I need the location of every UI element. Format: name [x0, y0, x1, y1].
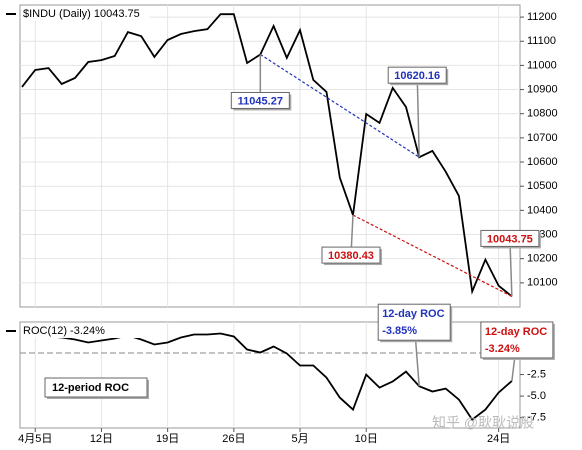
- y-tick-label: 11100: [527, 35, 556, 47]
- chart-title: $INDU (Daily) 10043.75: [23, 8, 140, 20]
- callout-box: [230, 91, 290, 109]
- x-tick-label: 19日: [156, 433, 179, 445]
- x-tick-label: 5月: [291, 433, 308, 445]
- legend-bg: [21, 7, 149, 21]
- y-tick-label: 11000: [527, 59, 557, 71]
- chart-title: ROC(12) -3.24%: [23, 325, 105, 337]
- callout-box: [480, 321, 554, 359]
- y-tick-label: 10400: [527, 204, 558, 216]
- y-tick-label: -2.5: [527, 368, 546, 380]
- x-tick-label: 24日: [487, 433, 510, 445]
- value-label: -3.24%: [485, 343, 520, 355]
- annotation: 12-period ROC: [52, 382, 129, 394]
- y-tick-label: 10100: [527, 277, 558, 289]
- callout-label: 10380.43: [328, 250, 374, 262]
- x-tick-label: 10日: [355, 433, 378, 445]
- callout-box: [387, 66, 447, 84]
- callout-box: [321, 246, 381, 264]
- y-tick-label: 10200: [527, 253, 558, 265]
- value-label: -3.85%: [382, 325, 417, 337]
- x-tick-label: 26日: [222, 433, 245, 445]
- callout-box: [377, 303, 451, 341]
- watermark: 知乎 @耿耿说股: [432, 415, 534, 431]
- callout-label: 11045.27: [238, 95, 283, 107]
- annotation-box: [44, 377, 148, 398]
- y-tick-label: 10700: [527, 132, 558, 144]
- y-tick-label: -5.0: [527, 390, 546, 402]
- y-tick-label: 10900: [527, 83, 558, 95]
- callout-pointer: [416, 75, 420, 158]
- callout-box: [480, 229, 540, 247]
- legend-bg: [21, 324, 149, 338]
- y-tick-label: 10500: [527, 180, 558, 192]
- y-tick-label: 11200: [527, 11, 557, 23]
- x-tick-label: 12日: [90, 433, 113, 445]
- panel-frame: [19, 4, 521, 308]
- callout-label: 10620.16: [394, 70, 440, 82]
- trendline: [259, 53, 420, 158]
- y-tick-label: -7.5: [527, 412, 546, 424]
- callout-label: 10043.75: [487, 233, 533, 245]
- x-tick-label: 4月5日: [18, 433, 52, 445]
- callout-title: 12-day ROC: [485, 326, 547, 338]
- callout-title: 12-day ROC: [382, 308, 444, 320]
- y-tick-label: 10600: [527, 156, 558, 168]
- line: [21, 13, 513, 298]
- y-tick-label: 10800: [527, 108, 558, 120]
